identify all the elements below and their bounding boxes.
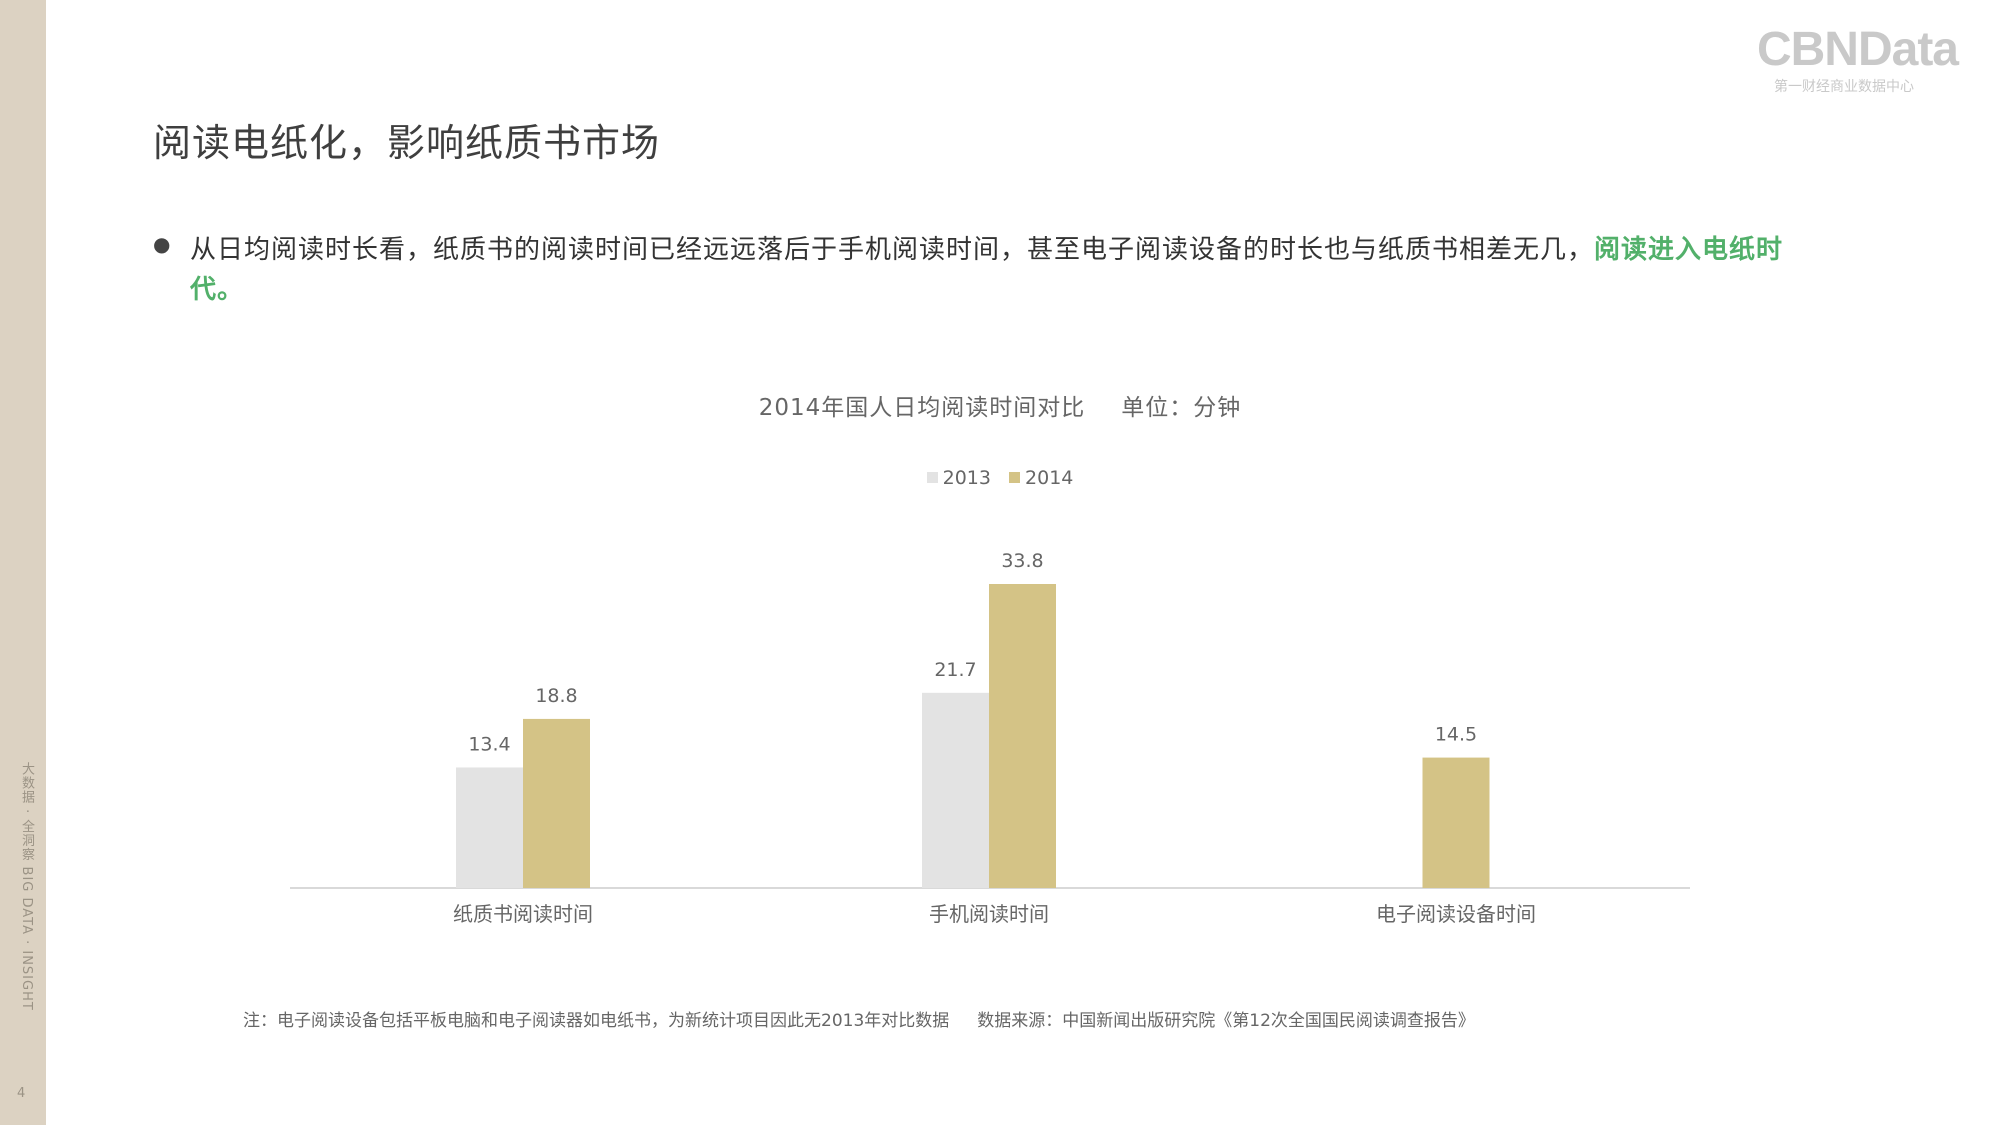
logo-sub-text: 第一财经商业数据中心 — [1774, 79, 1914, 95]
logo-main-text: CBNData — [1756, 23, 1959, 76]
bullet-dot-icon: ● — [153, 232, 171, 256]
sidebar: 大数据 · 全洞察 BIG DATA · INSIGHT 4 — [0, 0, 46, 1125]
data-label-2013-1: 21.7 — [934, 659, 976, 681]
sidebar-vertical-text: 大数据 · 全洞察 BIG DATA · INSIGHT — [19, 762, 34, 1011]
bullet-text: 从日均阅读时长看，纸质书的阅读时间已经远远落后于手机阅读时间，甚至电子阅读设备的… — [190, 235, 1595, 265]
x-tick-label-1: 手机阅读时间 — [929, 902, 1049, 926]
bullet-highlight: 阅读进入电纸时代。 — [190, 235, 1784, 305]
bullet-paragraph: 从日均阅读时长看，纸质书的阅读时间已经远远落后于手机阅读时间，甚至电子阅读设备的… — [190, 230, 1830, 310]
chart-legend: 2013 2014 — [0, 467, 2000, 489]
bar-2014-0 — [523, 718, 590, 888]
bar-2014-2 — [1422, 757, 1490, 888]
data-label-2014-0: 18.8 — [535, 685, 577, 707]
legend-label-2014: 2014 — [1025, 467, 1074, 489]
x-tick-label-2: 电子阅读设备时间 — [1376, 902, 1536, 926]
chart-title: 2014年国人日均阅读时间对比 — [758, 395, 1086, 421]
footnote-source: 数据来源：中国新闻出版研究院《第12次全国国民阅读调查报告》 — [977, 1011, 1475, 1031]
legend-item-2013: 2013 — [926, 467, 991, 489]
legend-swatch-2013 — [926, 472, 938, 483]
page-number: 4 — [17, 1086, 26, 1101]
data-label-2013-0: 13.4 — [468, 733, 510, 755]
legend-item-2014: 2014 — [1009, 467, 1073, 489]
legend-swatch-2014 — [1009, 472, 1021, 483]
footnote-note: 注：电子阅读设备包括平板电脑和电子阅读器如电纸书，为新统计项目因此无2013年对… — [243, 1011, 950, 1031]
footnote: 注：电子阅读设备包括平板电脑和电子阅读器如电纸书，为新统计项目因此无2013年对… — [243, 1006, 1475, 1031]
page-title: 阅读电纸化，影响纸质书市场 — [153, 121, 661, 165]
bar-2014-1 — [989, 584, 1056, 888]
x-tick-label-0: 纸质书阅读时间 — [453, 902, 593, 926]
data-label-2014-1: 33.8 — [1001, 550, 1043, 572]
data-label-2014-2: 14.5 — [1435, 724, 1477, 746]
legend-label-2013: 2013 — [942, 467, 991, 489]
bar-2013-1 — [922, 692, 989, 888]
bar-2013-0 — [456, 767, 523, 888]
chart-title-row: 2014年国人日均阅读时间对比 单位：分钟 — [0, 388, 2000, 422]
chart-unit: 单位：分钟 — [1121, 395, 1242, 421]
cbndata-logo: CBNData 第一财经商业数据中心 — [1756, 23, 1959, 96]
